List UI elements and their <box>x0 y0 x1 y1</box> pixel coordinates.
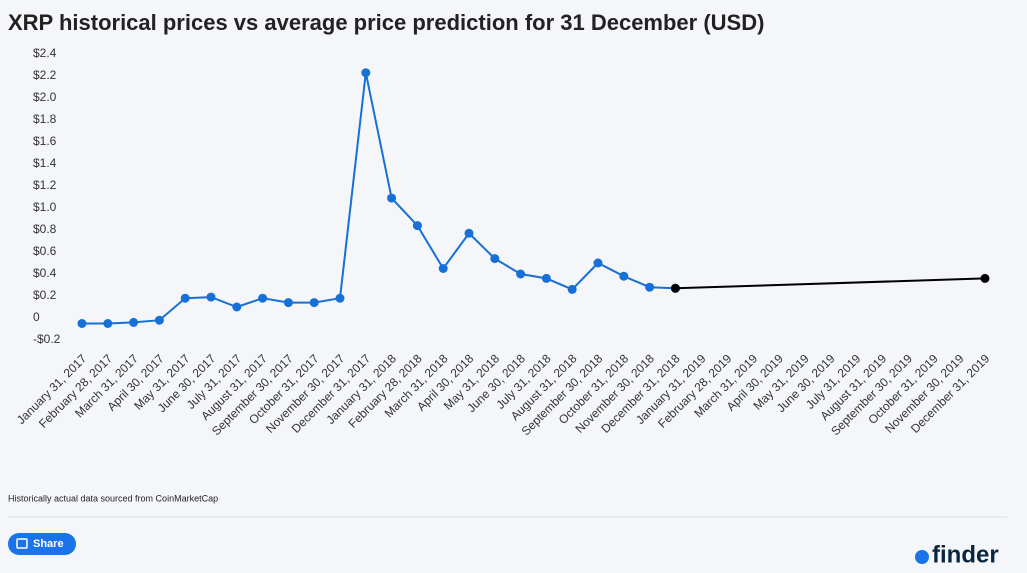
point <box>103 319 113 328</box>
y-tick-label: $1.4 <box>33 156 57 170</box>
point <box>129 317 139 327</box>
point <box>980 273 990 283</box>
point <box>541 273 551 283</box>
y-tick-label: $0.6 <box>33 244 57 258</box>
point <box>619 271 629 281</box>
point <box>309 298 319 308</box>
point <box>232 302 242 312</box>
point <box>361 68 371 78</box>
y-tick-label: $1.6 <box>33 134 57 148</box>
y-tick-label: -$0.2 <box>33 332 61 346</box>
line <box>675 277 986 290</box>
y-tick-label: $0.4 <box>33 266 57 280</box>
point <box>258 293 268 303</box>
y-tick-label: $0.2 <box>33 288 57 302</box>
point <box>77 319 87 328</box>
share-button[interactable]: Share <box>8 533 76 555</box>
y-tick-label: $2.4 <box>33 46 57 60</box>
y-tick-label: $1.0 <box>33 200 57 214</box>
brand-icon <box>915 550 929 564</box>
line <box>82 72 676 325</box>
point <box>593 258 603 268</box>
y-tick-label: $2.0 <box>33 90 57 104</box>
y-tick-label: $1.2 <box>33 178 57 192</box>
brand-logo: finder <box>932 541 999 568</box>
point <box>412 221 422 231</box>
share-icon <box>16 538 28 549</box>
share-label[interactable]: Share <box>33 538 64 550</box>
point <box>283 298 293 308</box>
point <box>180 293 190 303</box>
point <box>387 193 397 203</box>
point <box>154 315 164 325</box>
point <box>670 283 680 293</box>
point <box>464 228 474 238</box>
point <box>567 284 577 294</box>
y-tick-label: 0 <box>33 310 40 324</box>
point <box>490 254 500 264</box>
point <box>438 264 448 273</box>
chart-title: XRP historical prices vs average price p… <box>8 10 764 35</box>
y-tick-label: $2.2 <box>33 68 57 82</box>
point <box>335 293 345 303</box>
y-tick-label: $0.8 <box>33 222 57 236</box>
source-note: Historically actual data sourced from Co… <box>8 493 218 503</box>
point <box>516 269 526 279</box>
y-tick-label: $1.8 <box>33 112 57 126</box>
point <box>206 292 216 302</box>
point <box>645 282 655 292</box>
